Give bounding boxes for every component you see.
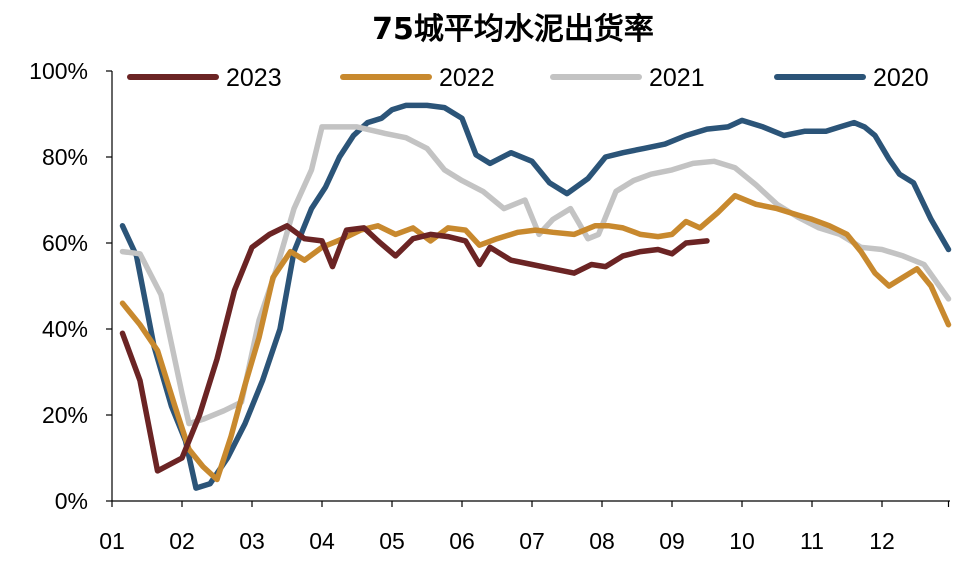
y-tick-label: 0% xyxy=(55,488,88,514)
legend-label-2021: 2021 xyxy=(649,64,705,92)
x-tick-label: 07 xyxy=(519,528,545,554)
x-tick-label: 06 xyxy=(449,528,475,554)
x-tick-label: 11 xyxy=(800,528,824,554)
legend: 2023 2022 2021 2020 xyxy=(127,64,929,92)
x-tick-label: 02 xyxy=(169,528,195,554)
x-tick-label: 09 xyxy=(659,528,685,554)
legend-label-2020: 2020 xyxy=(873,64,929,92)
y-tick-label: 20% xyxy=(42,402,88,428)
y-tick-label: 100% xyxy=(29,58,88,84)
series-layer xyxy=(119,102,952,491)
x-tick-label: 03 xyxy=(239,528,265,554)
x-tick-label: 12 xyxy=(869,528,895,554)
y-tick-label: 60% xyxy=(42,230,88,256)
x-tick-label: 05 xyxy=(379,528,405,554)
series-line-2023 xyxy=(119,223,710,474)
series-line-2020 xyxy=(119,102,952,491)
legend-label-2022: 2022 xyxy=(439,64,495,92)
y-axis-ticks: 0% 20% 40% 60% 80% 100% xyxy=(29,58,112,514)
y-tick-label: 80% xyxy=(42,144,88,170)
x-tick-label: 01 xyxy=(99,528,125,554)
x-tick-label: 04 xyxy=(309,528,335,554)
series-line-2022 xyxy=(119,192,952,483)
legend-label-2023: 2023 xyxy=(226,64,282,92)
y-tick-label: 40% xyxy=(42,316,88,342)
x-tick-label: 08 xyxy=(589,528,615,554)
chart-title: 75城平均水泥出货率 xyxy=(372,12,654,47)
x-axis-ticks: 01 02 03 04 05 06 07 08 09 10 11 12 xyxy=(99,501,950,554)
x-tick-label: 10 xyxy=(729,528,755,554)
